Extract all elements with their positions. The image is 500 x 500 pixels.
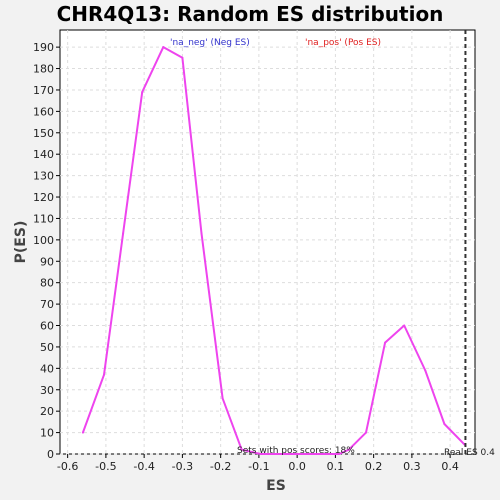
data-point bbox=[299, 453, 302, 455]
y-tick-label: 40 bbox=[40, 362, 54, 375]
y-tick-label: 120 bbox=[33, 191, 54, 204]
plot-area bbox=[59, 29, 476, 455]
y-tick-label: 170 bbox=[33, 84, 54, 97]
y-axis-label: P(ES) bbox=[13, 221, 29, 264]
y-tick-label: 0 bbox=[47, 448, 54, 461]
data-point bbox=[403, 324, 406, 327]
x-tick-label: -0.3 bbox=[172, 460, 193, 473]
x-tick-label: 0.0 bbox=[288, 460, 306, 473]
x-tick-label: -0.4 bbox=[133, 460, 154, 473]
data-point bbox=[141, 91, 144, 94]
chart-title: CHR4Q13: Random ES distribution bbox=[57, 2, 444, 26]
x-tick-label: 0.3 bbox=[403, 460, 421, 473]
legend-neg: 'na_neg' (Neg ES) bbox=[170, 38, 250, 48]
y-tick-label: 30 bbox=[40, 384, 54, 397]
y-tick-label: 20 bbox=[40, 405, 54, 418]
y-tick-label: 10 bbox=[40, 427, 54, 440]
data-point bbox=[347, 448, 350, 451]
data-point bbox=[280, 453, 283, 455]
x-tick-label: 0.2 bbox=[365, 460, 383, 473]
data-point bbox=[364, 431, 367, 434]
y-tick-label: 130 bbox=[33, 170, 54, 183]
x-tick-label: -0.1 bbox=[248, 460, 269, 473]
data-point bbox=[384, 341, 387, 344]
y-tick-label: 160 bbox=[33, 105, 54, 118]
y-tick-label: 80 bbox=[40, 277, 54, 290]
y-axis-ticks: 0 10 20 30 40 50 60 70 80 90 100 110 120 130 140 150 160… bbox=[33, 41, 60, 461]
y-tick-label: 140 bbox=[33, 148, 54, 161]
data-point bbox=[259, 453, 262, 455]
legend-pos: 'na_pos' (Pos ES) bbox=[305, 38, 381, 48]
y-tick-label: 110 bbox=[33, 212, 54, 225]
y-tick-label: 100 bbox=[33, 234, 54, 247]
data-point bbox=[81, 431, 84, 434]
pos-scores-annotation: Sets with pos scores: 18% bbox=[237, 446, 355, 456]
y-tick-label: 60 bbox=[40, 320, 54, 333]
data-point bbox=[122, 232, 125, 235]
x-tick-label: -0.2 bbox=[210, 460, 231, 473]
x-tick-label: 0.1 bbox=[327, 460, 345, 473]
data-point bbox=[443, 423, 446, 426]
y-tick-label: 180 bbox=[33, 63, 54, 76]
data-point bbox=[424, 369, 427, 372]
y-tick-label: 50 bbox=[40, 341, 54, 354]
data-point bbox=[338, 453, 341, 455]
real-es-annotation: Real ES 0.4 bbox=[444, 448, 495, 458]
data-point bbox=[221, 397, 224, 400]
x-axis-label: ES bbox=[266, 478, 286, 494]
x-axis-ticks: -0.6 -0.5 -0.4 -0.3 -0.2 -0.1 0.0 0.1 0.2 0.3 0.4 bbox=[57, 454, 459, 473]
data-point bbox=[240, 448, 243, 451]
y-tick-label: 90 bbox=[40, 255, 54, 268]
x-tick-label: -0.6 bbox=[57, 460, 78, 473]
x-tick-label: -0.5 bbox=[95, 460, 116, 473]
data-point bbox=[181, 56, 184, 59]
grid-lines bbox=[60, 30, 475, 455]
data-point bbox=[200, 232, 203, 235]
y-tick-label: 150 bbox=[33, 127, 54, 140]
y-tick-label: 190 bbox=[33, 41, 54, 54]
y-tick-label: 70 bbox=[40, 298, 54, 311]
data-point bbox=[319, 453, 322, 455]
data-point bbox=[102, 373, 105, 376]
data-point bbox=[162, 46, 165, 49]
x-tick-label: 0.4 bbox=[441, 460, 459, 473]
